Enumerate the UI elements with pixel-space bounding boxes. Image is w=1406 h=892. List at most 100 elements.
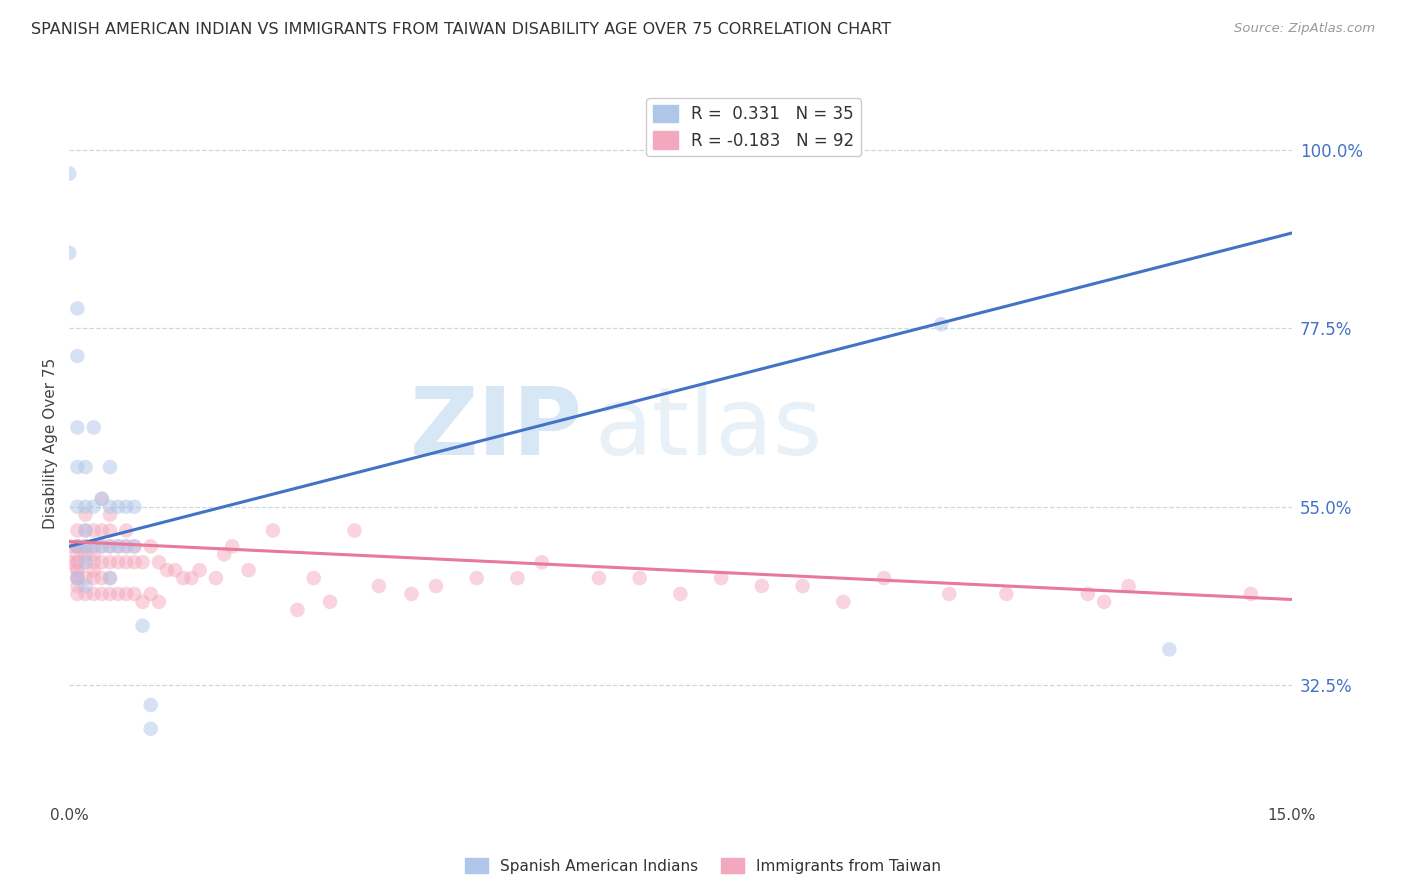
Point	[172, 571, 194, 585]
Point	[75, 587, 97, 601]
Point	[319, 595, 342, 609]
Point	[1159, 642, 1181, 657]
Point	[115, 524, 138, 538]
Point	[221, 540, 243, 554]
Point	[66, 420, 89, 434]
Point	[124, 540, 146, 554]
Point	[66, 571, 89, 585]
Point	[139, 698, 162, 712]
Point	[66, 579, 89, 593]
Point	[115, 500, 138, 514]
Point	[710, 571, 733, 585]
Point	[66, 524, 89, 538]
Point	[98, 540, 121, 554]
Point	[302, 571, 325, 585]
Point	[75, 524, 97, 538]
Point	[107, 555, 129, 569]
Point	[66, 571, 89, 585]
Point	[212, 547, 235, 561]
Point	[83, 524, 105, 538]
Text: SPANISH AMERICAN INDIAN VS IMMIGRANTS FROM TAIWAN DISABILITY AGE OVER 75 CORRELA: SPANISH AMERICAN INDIAN VS IMMIGRANTS FR…	[31, 22, 891, 37]
Point	[75, 555, 97, 569]
Point	[83, 420, 105, 434]
Point	[1077, 587, 1099, 601]
Point	[98, 555, 121, 569]
Point	[66, 587, 89, 601]
Point	[66, 540, 89, 554]
Point	[75, 540, 97, 554]
Point	[139, 587, 162, 601]
Point	[83, 555, 105, 569]
Point	[401, 587, 423, 601]
Point	[75, 540, 97, 554]
Point	[75, 508, 97, 522]
Point	[530, 555, 553, 569]
Point	[66, 547, 89, 561]
Point	[1118, 579, 1140, 593]
Point	[506, 571, 529, 585]
Point	[66, 540, 89, 554]
Point	[995, 587, 1018, 601]
Point	[929, 318, 952, 332]
Point	[98, 460, 121, 475]
Point	[66, 555, 89, 569]
Point	[180, 571, 202, 585]
Text: Source: ZipAtlas.com: Source: ZipAtlas.com	[1234, 22, 1375, 36]
Point	[425, 579, 447, 593]
Point	[66, 555, 89, 569]
Point	[66, 563, 89, 577]
Point	[107, 587, 129, 601]
Point	[75, 500, 97, 514]
Text: atlas: atlas	[595, 383, 823, 475]
Point	[83, 547, 105, 561]
Point	[832, 595, 855, 609]
Point	[66, 540, 89, 554]
Point	[75, 547, 97, 561]
Point	[90, 587, 112, 601]
Text: ZIP: ZIP	[409, 383, 582, 475]
Y-axis label: Disability Age Over 75: Disability Age Over 75	[44, 358, 58, 529]
Point	[873, 571, 896, 585]
Point	[98, 524, 121, 538]
Point	[66, 460, 89, 475]
Point	[90, 540, 112, 554]
Point	[188, 563, 211, 577]
Point	[98, 587, 121, 601]
Point	[90, 491, 112, 506]
Point	[139, 722, 162, 736]
Point	[66, 301, 89, 316]
Point	[75, 524, 97, 538]
Point	[58, 167, 80, 181]
Point	[287, 603, 309, 617]
Point	[367, 579, 389, 593]
Point	[75, 540, 97, 554]
Point	[205, 571, 228, 585]
Point	[98, 571, 121, 585]
Point	[139, 540, 162, 554]
Point	[165, 563, 187, 577]
Point	[751, 579, 773, 593]
Point	[115, 555, 138, 569]
Point	[343, 524, 366, 538]
Point	[115, 540, 138, 554]
Point	[148, 555, 170, 569]
Point	[90, 491, 112, 506]
Point	[107, 540, 129, 554]
Point	[98, 571, 121, 585]
Point	[1092, 595, 1115, 609]
Point	[131, 555, 153, 569]
Point	[83, 540, 105, 554]
Point	[66, 563, 89, 577]
Point	[115, 540, 138, 554]
Point	[58, 540, 80, 554]
Point	[107, 500, 129, 514]
Point	[83, 587, 105, 601]
Point	[90, 540, 112, 554]
Point	[124, 555, 146, 569]
Point	[75, 460, 97, 475]
Point	[124, 500, 146, 514]
Point	[98, 508, 121, 522]
Point	[465, 571, 488, 585]
Point	[262, 524, 284, 538]
Point	[148, 595, 170, 609]
